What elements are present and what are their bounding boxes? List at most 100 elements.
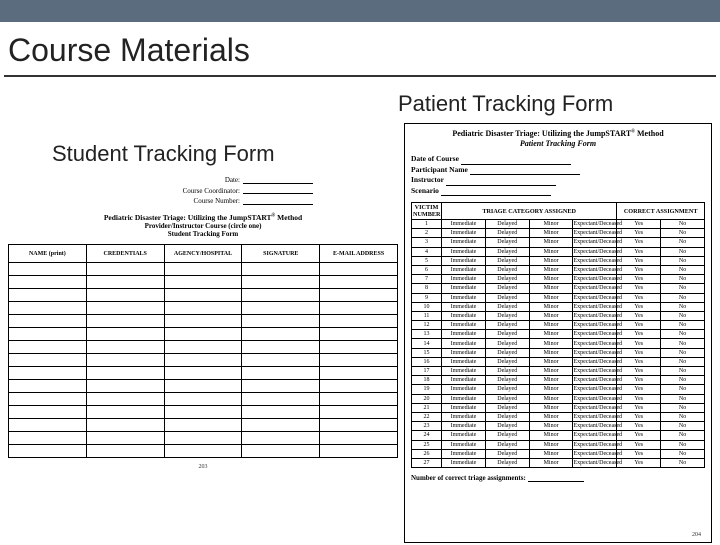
pf-triage-cell: Expectant/Deceased xyxy=(573,458,617,467)
sf-cell xyxy=(320,393,398,406)
pf-meta-row: Scenario xyxy=(411,186,705,197)
pf-triage-cell: Minor xyxy=(529,275,573,284)
sf-cell xyxy=(9,354,87,367)
sf-row xyxy=(9,419,398,432)
sf-cell xyxy=(242,263,320,276)
sf-col-header: AGENCY/HOSPITAL xyxy=(164,245,242,263)
pf-victim-number: 14 xyxy=(412,339,442,348)
pf-victim-number: 9 xyxy=(412,293,442,302)
pf-h-correct: CORRECT ASSIGNMENT xyxy=(617,203,705,220)
pf-h-victim: VICTIM NUMBER xyxy=(412,203,442,220)
pf-triage-cell: Expectant/Deceased xyxy=(573,357,617,366)
pf-triage-cell: Expectant/Deceased xyxy=(573,275,617,284)
patient-tracking-form: Pediatric Disaster Triage: Utilizing the… xyxy=(404,123,712,543)
pf-triage-cell: Delayed xyxy=(485,422,529,431)
sf-cell xyxy=(86,419,164,432)
sf-cell xyxy=(242,328,320,341)
sf-cell xyxy=(9,315,87,328)
pf-triage-cell: Minor xyxy=(529,403,573,412)
sf-cell xyxy=(86,315,164,328)
sf-cell xyxy=(86,367,164,380)
sf-row xyxy=(9,276,398,289)
pf-yes-cell: Yes xyxy=(617,376,661,385)
pf-no-cell: No xyxy=(661,256,705,265)
pf-triage-cell: Expectant/Deceased xyxy=(573,265,617,274)
sf-cell xyxy=(86,263,164,276)
pf-triage-cell: Expectant/Deceased xyxy=(573,321,617,330)
pf-row: 20ImmediateDelayedMinorExpectant/Decease… xyxy=(412,394,705,403)
sf-row xyxy=(9,328,398,341)
pf-triage-cell: Minor xyxy=(529,229,573,238)
pf-triage-cell: Immediate xyxy=(442,293,486,302)
pf-triage-cell: Delayed xyxy=(485,311,529,320)
pf-no-cell: No xyxy=(661,403,705,412)
pf-page: 204 xyxy=(692,532,701,538)
pf-triage-cell: Expectant/Deceased xyxy=(573,220,617,229)
pf-no-cell: No xyxy=(661,449,705,458)
pf-triage-cell: Delayed xyxy=(485,348,529,357)
sf-cell xyxy=(164,380,242,393)
pf-row: 23ImmediateDelayedMinorExpectant/Decease… xyxy=(412,422,705,431)
pf-meta-row: Participant Name xyxy=(411,165,705,176)
sf-title-2: Method xyxy=(275,213,302,222)
pf-triage-cell: Minor xyxy=(529,422,573,431)
sf-row xyxy=(9,380,398,393)
pf-victim-number: 4 xyxy=(412,247,442,256)
pf-yes-cell: Yes xyxy=(617,458,661,467)
pf-triage-cell: Delayed xyxy=(485,385,529,394)
sf-cell xyxy=(9,276,87,289)
pf-no-cell: No xyxy=(661,220,705,229)
pf-row: 19ImmediateDelayedMinorExpectant/Decease… xyxy=(412,385,705,394)
pf-no-cell: No xyxy=(661,385,705,394)
pf-victim-number: 17 xyxy=(412,367,442,376)
pf-yes-cell: Yes xyxy=(617,311,661,320)
sf-cell xyxy=(164,445,242,458)
pf-row: 4ImmediateDelayedMinorExpectant/Deceased… xyxy=(412,247,705,256)
sf-cell xyxy=(164,393,242,406)
pf-row: 16ImmediateDelayedMinorExpectant/Decease… xyxy=(412,357,705,366)
pf-triage-cell: Delayed xyxy=(485,440,529,449)
pf-triage-cell: Immediate xyxy=(442,256,486,265)
sf-row xyxy=(9,406,398,419)
pf-no-cell: No xyxy=(661,348,705,357)
pf-yes-cell: Yes xyxy=(617,385,661,394)
sf-cell xyxy=(164,432,242,445)
sf-cell xyxy=(164,276,242,289)
pf-triage-cell: Immediate xyxy=(442,311,486,320)
pf-no-cell: No xyxy=(661,321,705,330)
sf-cell xyxy=(9,328,87,341)
sf-cell xyxy=(164,289,242,302)
sf-cell xyxy=(320,432,398,445)
sf-cell xyxy=(320,380,398,393)
sf-cell xyxy=(320,263,398,276)
sf-cell xyxy=(242,432,320,445)
pf-triage-cell: Delayed xyxy=(485,458,529,467)
pf-triage-cell: Expectant/Deceased xyxy=(573,302,617,311)
sf-cell xyxy=(320,367,398,380)
pf-yes-cell: Yes xyxy=(617,302,661,311)
pf-triage-cell: Immediate xyxy=(442,275,486,284)
sf-cell xyxy=(9,380,87,393)
pf-triage-cell: Delayed xyxy=(485,256,529,265)
pf-victim-number: 18 xyxy=(412,376,442,385)
sf-cell xyxy=(9,302,87,315)
pf-no-cell: No xyxy=(661,229,705,238)
sf-cell xyxy=(86,302,164,315)
sf-cell xyxy=(242,406,320,419)
pf-triage-cell: Immediate xyxy=(442,229,486,238)
pf-no-cell: No xyxy=(661,284,705,293)
pf-yes-cell: Yes xyxy=(617,348,661,357)
pf-victim-number: 1 xyxy=(412,220,442,229)
pf-victim-number: 16 xyxy=(412,357,442,366)
pf-triage-cell: Delayed xyxy=(485,284,529,293)
sf-cell xyxy=(86,354,164,367)
sf-title-1: Pediatric Disaster Triage: Utilizing the… xyxy=(104,213,272,222)
pf-triage-cell: Minor xyxy=(529,394,573,403)
pf-triage-cell: Delayed xyxy=(485,330,529,339)
pf-yes-cell: Yes xyxy=(617,229,661,238)
pf-triage-cell: Immediate xyxy=(442,238,486,247)
pf-victim-number: 22 xyxy=(412,412,442,421)
pf-no-cell: No xyxy=(661,458,705,467)
pf-row: 5ImmediateDelayedMinorExpectant/Deceased… xyxy=(412,256,705,265)
pf-triage-cell: Minor xyxy=(529,449,573,458)
